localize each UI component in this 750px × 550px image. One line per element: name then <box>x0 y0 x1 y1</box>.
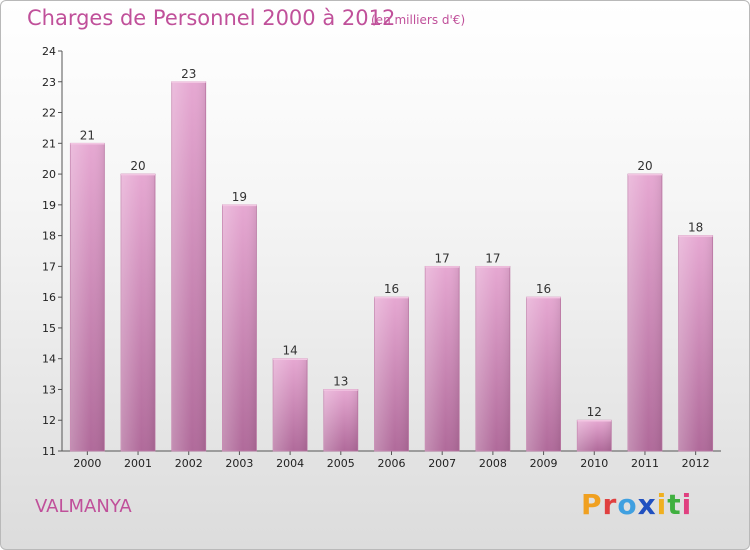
logo-letter: i <box>656 488 668 521</box>
bar-shading <box>425 266 460 451</box>
y-tick-label: 16 <box>42 291 56 304</box>
chart-subtitle: (en milliers d'€) <box>371 13 466 27</box>
bar-shading <box>678 235 713 451</box>
bar-data-label: 20 <box>637 159 652 173</box>
x-tick-label: 2005 <box>327 457 355 470</box>
x-tick-label: 2008 <box>479 457 507 470</box>
y-tick-label: 15 <box>42 322 56 335</box>
x-tick-label: 2009 <box>530 457 558 470</box>
bar-shading <box>121 174 156 452</box>
bar-data-label: 20 <box>130 159 145 173</box>
proxiti-logo: Proxiti <box>581 488 692 521</box>
y-tick-label: 18 <box>42 230 56 243</box>
bar-shading <box>374 297 409 451</box>
bar-shading <box>171 81 206 452</box>
bar-data-label: 16 <box>384 282 399 296</box>
logo-letter: o <box>617 488 638 521</box>
bar-data-label: 13 <box>333 374 348 388</box>
x-tick-label: 2003 <box>225 457 253 470</box>
x-tick-label: 2002 <box>175 457 203 470</box>
bar-shading <box>577 420 612 451</box>
bar-shading <box>70 143 105 452</box>
x-tick-label: 2000 <box>73 457 101 470</box>
logo-letter: P <box>581 488 603 521</box>
bar-shading <box>475 266 510 451</box>
y-tick-label: 11 <box>42 445 56 458</box>
bar-shading <box>273 358 308 451</box>
y-tick-label: 13 <box>42 383 56 396</box>
commune-name: VALMANYA <box>35 496 132 517</box>
y-tick-label: 21 <box>42 137 56 150</box>
bar-data-label: 17 <box>485 251 500 265</box>
y-tick-label: 22 <box>42 107 56 120</box>
bar-data-label: 19 <box>232 190 247 204</box>
y-tick-label: 23 <box>42 76 56 89</box>
bar-shading <box>323 389 358 451</box>
chart-axes: 11 12 13 14 15 16 17 18 19 20 21 22 23 24 <box>42 45 721 458</box>
bar-data-label: 12 <box>587 405 602 419</box>
y-tick-label: 14 <box>42 353 56 366</box>
x-tick-label: 2007 <box>428 457 456 470</box>
logo-letter: t <box>667 488 682 521</box>
y-tick-label: 24 <box>42 45 56 58</box>
chart-bars <box>69 81 714 452</box>
bar-data-label: 21 <box>80 128 95 142</box>
x-tick-label: 2006 <box>378 457 406 470</box>
x-tick-label: 2010 <box>580 457 608 470</box>
y-tick-label: 12 <box>42 414 56 427</box>
bar-data-label: 23 <box>181 67 196 81</box>
bar-shading <box>627 174 662 452</box>
y-tick-label: 17 <box>42 260 56 273</box>
logo-letter: r <box>602 488 618 521</box>
bar-data-label: 18 <box>688 221 703 235</box>
bar-shading <box>526 297 561 451</box>
bar-data-label: 14 <box>282 344 297 358</box>
x-tick-label: 2004 <box>276 457 304 470</box>
chart-labels: 21 2000 20 2001 23 2002 19 2003 14 2004 13 2005 16 20… <box>73 67 709 470</box>
x-tick-label: 2011 <box>631 457 659 470</box>
bar-data-label: 16 <box>536 282 551 296</box>
logo-letter: i <box>681 488 693 521</box>
y-tick-label: 19 <box>42 199 56 212</box>
bar-data-label: 17 <box>435 251 450 265</box>
chart-title: Charges de Personnel 2000 à 2012 <box>27 6 396 30</box>
y-tick-label: 20 <box>42 168 56 181</box>
x-tick-label: 2001 <box>124 457 152 470</box>
x-tick-label: 2012 <box>682 457 710 470</box>
logo-letter: x <box>637 488 657 521</box>
bar-shading <box>222 204 257 451</box>
